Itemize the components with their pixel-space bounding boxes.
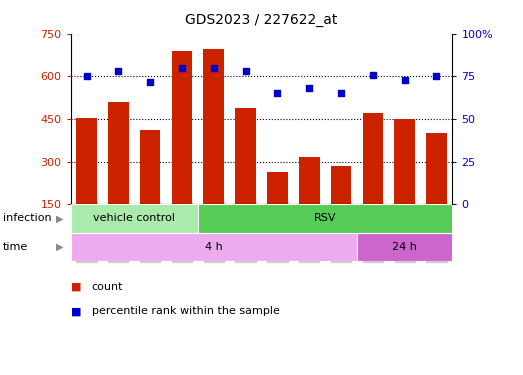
Point: [210, 65, 218, 71]
Text: ▶: ▶: [56, 242, 64, 252]
Point: [146, 78, 154, 84]
Bar: [172, 51, 192, 204]
Text: ▶: ▶: [56, 213, 64, 223]
Text: 24 h: 24 h: [392, 242, 417, 252]
Bar: [331, 166, 351, 204]
Bar: [140, 130, 161, 204]
Bar: [71, 232, 357, 261]
Text: ■: ■: [71, 306, 81, 316]
Text: count: count: [92, 282, 123, 292]
Bar: [203, 50, 224, 204]
Bar: [235, 108, 256, 204]
Bar: [198, 204, 452, 232]
Point: [82, 74, 90, 80]
Bar: [426, 133, 447, 204]
Point: [433, 74, 441, 80]
Bar: [362, 113, 383, 204]
Text: infection: infection: [3, 213, 51, 223]
Text: vehicle control: vehicle control: [93, 213, 175, 223]
Bar: [76, 118, 97, 204]
Point: [178, 65, 186, 71]
Text: time: time: [3, 242, 28, 252]
Text: 4 h: 4 h: [205, 242, 223, 252]
Bar: [108, 102, 129, 204]
Point: [305, 86, 313, 92]
Bar: [357, 232, 452, 261]
Bar: [394, 119, 415, 204]
Point: [273, 90, 281, 96]
Bar: [71, 204, 198, 232]
Point: [401, 77, 409, 83]
Text: GDS2023 / 227622_at: GDS2023 / 227622_at: [185, 13, 338, 27]
Bar: [267, 172, 288, 204]
Point: [114, 68, 122, 74]
Text: RSV: RSV: [314, 213, 336, 223]
Text: percentile rank within the sample: percentile rank within the sample: [92, 306, 279, 316]
Point: [369, 72, 377, 78]
Bar: [299, 158, 320, 204]
Point: [242, 68, 250, 74]
Point: [337, 90, 345, 96]
Text: ■: ■: [71, 282, 81, 292]
